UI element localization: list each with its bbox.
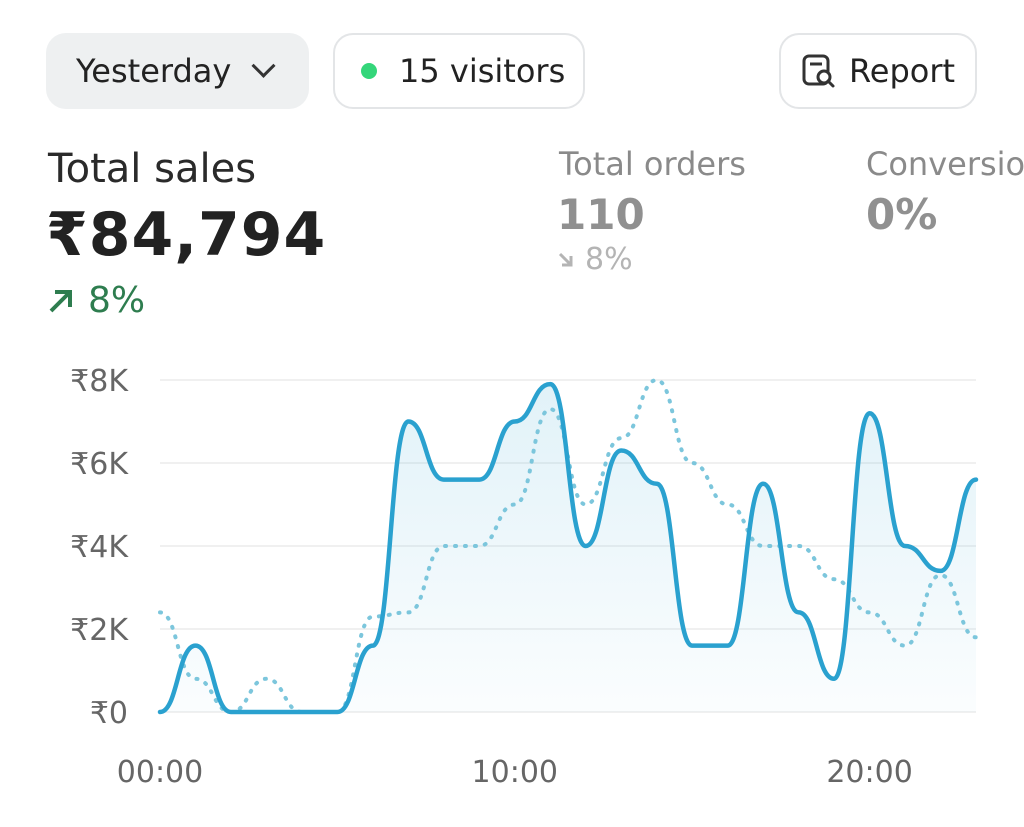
- data-points: [159, 384, 977, 713]
- report-label: Report: [849, 52, 956, 90]
- y-tick-label: ₹4K: [70, 530, 129, 565]
- total-sales-title: Total sales: [48, 146, 257, 192]
- x-axis: 00:00 10:00 20:00: [117, 755, 913, 790]
- total-sales-value: ₹84,794: [46, 200, 327, 270]
- total-orders-change-value: 8%: [585, 242, 633, 277]
- live-visitors-button[interactable]: 15 visitors: [333, 33, 585, 109]
- total-orders-value: 110: [557, 190, 645, 239]
- period-select[interactable]: Yesterday: [46, 33, 309, 109]
- conversion-title: Conversion: [866, 145, 1024, 183]
- arrow-up-right-icon: [49, 289, 72, 312]
- y-tick-label: ₹2K: [70, 613, 129, 648]
- conversion-value: 0%: [866, 190, 938, 239]
- total-sales-change: 8%: [46, 280, 145, 321]
- live-status-dot: [361, 63, 377, 79]
- period-select-label: Yesterday: [76, 52, 232, 90]
- sales-chart: ₹0 ₹2K ₹4K ₹6K ₹8K 00:00 10:00 20:00: [70, 364, 979, 790]
- y-tick-label: ₹8K: [70, 364, 129, 399]
- total-sales-change-value: 8%: [88, 280, 146, 321]
- y-axis: ₹0 ₹2K ₹4K ₹6K ₹8K: [70, 364, 129, 731]
- visitors-label: 15 visitors: [399, 52, 566, 90]
- sales-series-line: [157, 381, 979, 715]
- report-icon: [802, 54, 835, 88]
- arrow-down-right-icon: [558, 252, 573, 266]
- total-orders-title: Total orders: [559, 145, 746, 183]
- total-orders-change: 8%: [557, 242, 633, 277]
- chevron-down-icon: [251, 53, 276, 78]
- report-button[interactable]: Report: [779, 33, 977, 109]
- x-tick-label: 20:00: [826, 755, 912, 790]
- y-tick-label: ₹6K: [70, 447, 129, 482]
- sales-area-fill: [160, 384, 976, 712]
- x-tick-label: 10:00: [472, 755, 558, 790]
- y-tick-label: ₹0: [90, 696, 128, 731]
- x-tick-label: 00:00: [117, 755, 203, 790]
